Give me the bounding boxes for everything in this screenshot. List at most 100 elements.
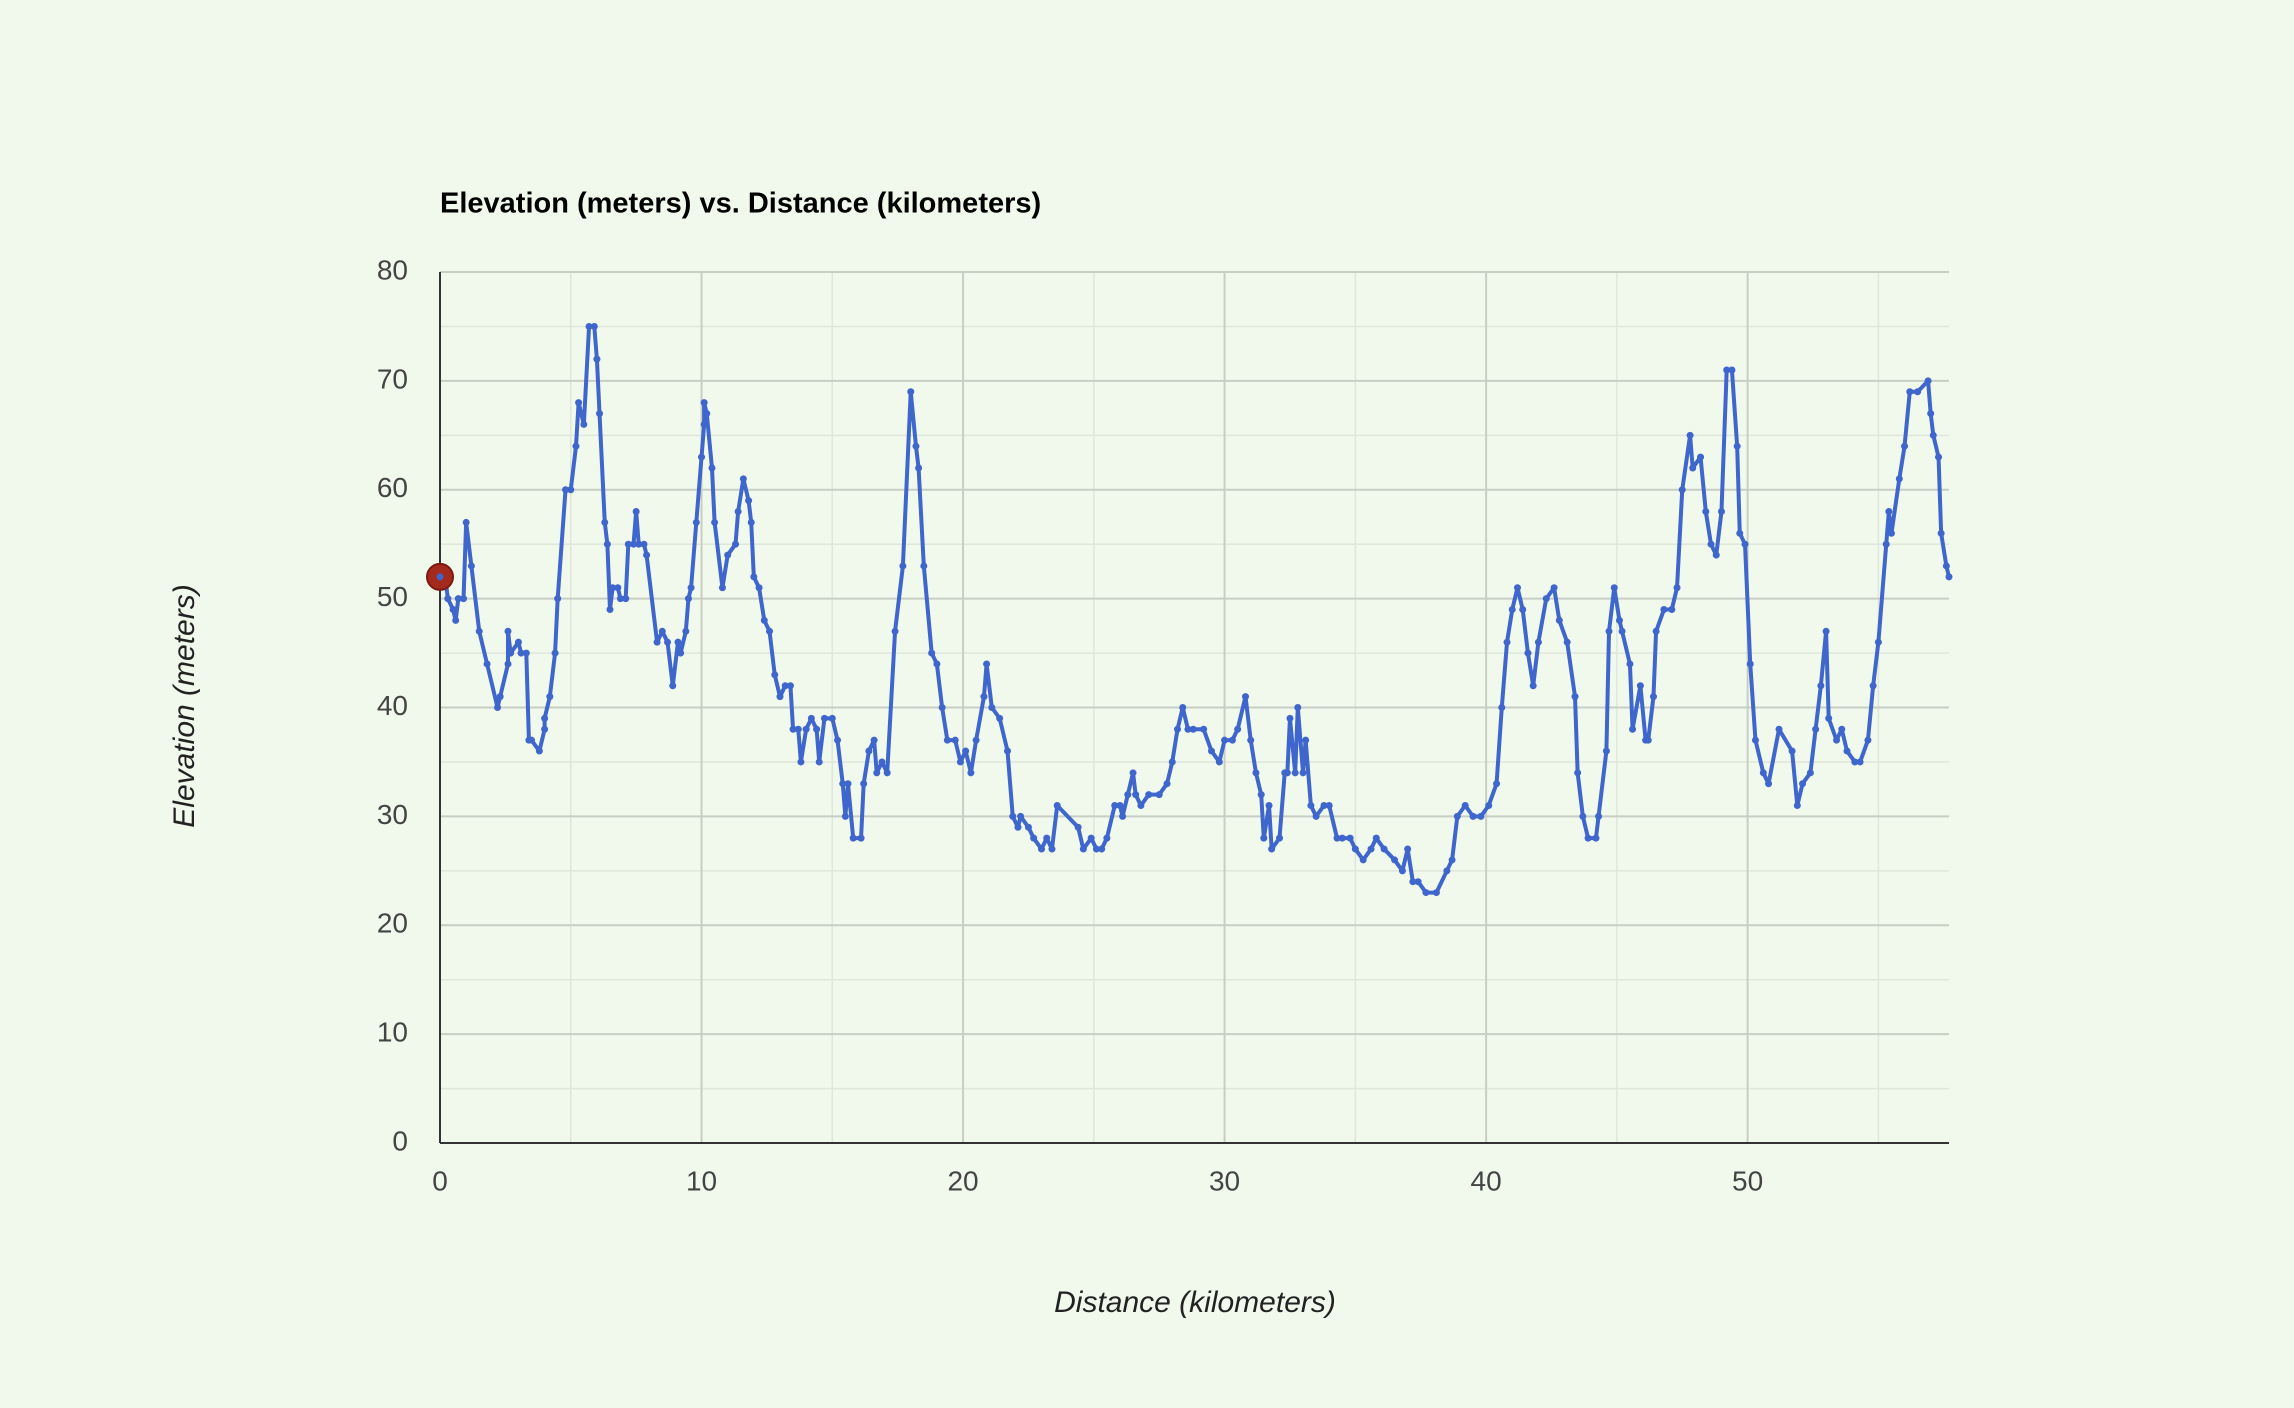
data-point xyxy=(1294,704,1302,711)
data-point xyxy=(1189,725,1197,733)
data-point xyxy=(1103,834,1111,842)
data-point xyxy=(1741,540,1749,548)
data-point xyxy=(1485,801,1493,809)
data-point xyxy=(786,682,794,690)
x-tick-label: 30 xyxy=(1209,1165,1240,1196)
data-point xyxy=(1163,780,1171,788)
data-point xyxy=(449,606,457,614)
data-point xyxy=(1673,584,1681,592)
data-point xyxy=(1615,616,1623,624)
data-point xyxy=(514,638,522,646)
data-point xyxy=(1678,486,1686,494)
data-point xyxy=(630,540,638,548)
data-point xyxy=(1765,780,1773,788)
data-point xyxy=(844,780,852,788)
data-point xyxy=(616,595,624,603)
data-point xyxy=(907,388,915,396)
data-point xyxy=(1788,747,1796,755)
data-point xyxy=(1712,551,1720,559)
data-point xyxy=(522,649,530,657)
data-point xyxy=(692,518,700,526)
data-point xyxy=(669,682,677,690)
data-point xyxy=(609,584,617,592)
data-point xyxy=(734,508,742,516)
data-point xyxy=(1391,856,1399,864)
data-point xyxy=(580,420,588,428)
x-tick-label: 0 xyxy=(432,1165,448,1196)
data-point xyxy=(1864,736,1872,744)
y-tick-label: 60 xyxy=(377,472,408,503)
data-point xyxy=(1717,508,1725,516)
data-point xyxy=(1702,508,1710,516)
data-point xyxy=(1929,431,1937,439)
data-point xyxy=(1207,747,1215,755)
data-point xyxy=(1833,736,1841,744)
data-point xyxy=(1728,366,1736,374)
data-point xyxy=(1422,889,1430,897)
data-point xyxy=(1184,725,1192,733)
data-point xyxy=(1563,638,1571,646)
data-point xyxy=(1145,791,1153,799)
data-point xyxy=(1822,627,1830,635)
data-point xyxy=(1668,606,1676,614)
data-point xyxy=(1812,725,1820,733)
data-point xyxy=(1414,878,1422,886)
data-point xyxy=(1241,693,1249,701)
data-point xyxy=(841,812,849,820)
data-point xyxy=(517,649,525,657)
data-point xyxy=(1555,616,1563,624)
data-point xyxy=(1432,889,1440,897)
data-point xyxy=(575,399,583,407)
data-point xyxy=(1004,747,1012,755)
data-point xyxy=(1048,845,1056,853)
data-point xyxy=(732,540,740,548)
data-point xyxy=(1074,823,1082,831)
data-point xyxy=(1092,845,1100,853)
data-point xyxy=(967,769,975,777)
data-point xyxy=(1759,769,1767,777)
data-point xyxy=(1017,812,1025,820)
data-point xyxy=(1367,845,1375,853)
data-point xyxy=(1312,812,1320,820)
data-point xyxy=(870,736,878,744)
data-point xyxy=(1901,442,1909,450)
data-point xyxy=(1234,725,1242,733)
data-point xyxy=(1508,606,1516,614)
data-point xyxy=(567,486,575,494)
selected-point-center xyxy=(436,573,444,581)
data-point xyxy=(624,540,632,548)
data-point xyxy=(1626,660,1634,668)
y-tick-label: 20 xyxy=(377,908,408,939)
data-point xyxy=(1592,834,1600,842)
data-point xyxy=(698,453,706,461)
data-point xyxy=(606,606,614,614)
data-point xyxy=(1914,388,1922,396)
data-point xyxy=(1043,834,1051,842)
data-point xyxy=(1124,791,1132,799)
y-tick-label: 50 xyxy=(377,581,408,612)
data-point xyxy=(1935,453,1943,461)
data-point xyxy=(585,322,593,330)
data-point xyxy=(1838,725,1846,733)
data-point xyxy=(1856,758,1864,766)
data-point xyxy=(504,627,512,635)
data-point xyxy=(834,736,842,744)
data-point xyxy=(794,725,802,733)
data-point xyxy=(1477,812,1485,820)
data-point xyxy=(962,747,970,755)
data-point xyxy=(674,638,682,646)
data-point xyxy=(1571,693,1579,701)
data-point xyxy=(1723,366,1731,374)
data-point xyxy=(1534,638,1542,646)
data-point xyxy=(1775,725,1783,733)
data-point xyxy=(1945,573,1953,581)
data-point xyxy=(708,464,716,472)
x-tick-label: 40 xyxy=(1471,1165,1502,1196)
data-point xyxy=(1817,682,1825,690)
data-point xyxy=(1275,834,1283,842)
data-point xyxy=(771,671,779,679)
data-point xyxy=(1155,791,1163,799)
data-point xyxy=(1087,834,1095,842)
data-point xyxy=(1644,736,1652,744)
